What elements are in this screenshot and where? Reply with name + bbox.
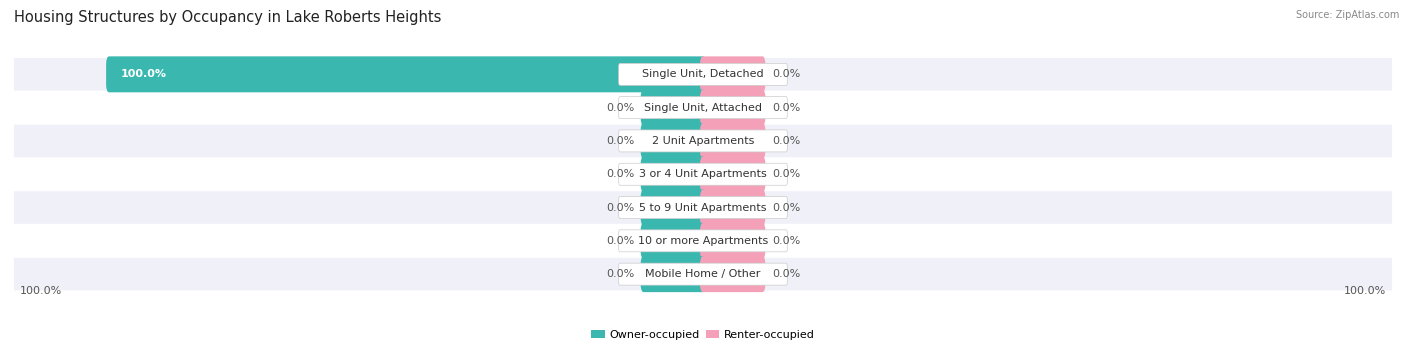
Text: 5 to 9 Unit Apartments: 5 to 9 Unit Apartments [640,202,766,212]
Text: 10 or more Apartments: 10 or more Apartments [638,236,768,246]
Text: 3 or 4 Unit Apartments: 3 or 4 Unit Apartments [640,169,766,179]
Text: 100.0%: 100.0% [121,69,167,79]
Text: 0.0%: 0.0% [606,236,634,246]
FancyBboxPatch shape [641,189,706,225]
FancyBboxPatch shape [641,223,706,259]
Text: Single Unit, Detached: Single Unit, Detached [643,69,763,79]
Text: 0.0%: 0.0% [772,169,800,179]
FancyBboxPatch shape [14,191,1392,224]
Text: 0.0%: 0.0% [606,269,634,279]
FancyBboxPatch shape [700,223,765,259]
FancyBboxPatch shape [641,156,706,192]
Text: 0.0%: 0.0% [606,169,634,179]
Text: 0.0%: 0.0% [772,103,800,113]
Text: 0.0%: 0.0% [606,202,634,212]
Text: 0.0%: 0.0% [606,136,634,146]
FancyBboxPatch shape [641,123,706,159]
FancyBboxPatch shape [619,230,787,252]
FancyBboxPatch shape [14,258,1392,290]
FancyBboxPatch shape [700,189,765,225]
FancyBboxPatch shape [14,91,1392,124]
Text: 0.0%: 0.0% [772,202,800,212]
FancyBboxPatch shape [619,130,787,152]
FancyBboxPatch shape [619,97,787,119]
Text: Source: ZipAtlas.com: Source: ZipAtlas.com [1295,10,1399,20]
FancyBboxPatch shape [619,263,787,285]
FancyBboxPatch shape [641,256,706,292]
FancyBboxPatch shape [700,90,765,126]
FancyBboxPatch shape [700,156,765,192]
Text: 0.0%: 0.0% [772,236,800,246]
FancyBboxPatch shape [105,56,706,92]
Text: 0.0%: 0.0% [606,103,634,113]
FancyBboxPatch shape [14,58,1392,91]
FancyBboxPatch shape [641,90,706,126]
Text: 100.0%: 100.0% [20,287,62,297]
Text: 0.0%: 0.0% [772,269,800,279]
FancyBboxPatch shape [700,256,765,292]
FancyBboxPatch shape [700,123,765,159]
Text: 100.0%: 100.0% [1344,287,1386,297]
FancyBboxPatch shape [14,158,1392,190]
Text: Mobile Home / Other: Mobile Home / Other [645,269,761,279]
Text: 2 Unit Apartments: 2 Unit Apartments [652,136,754,146]
FancyBboxPatch shape [619,163,787,185]
Text: 0.0%: 0.0% [772,136,800,146]
Text: Housing Structures by Occupancy in Lake Roberts Heights: Housing Structures by Occupancy in Lake … [14,10,441,25]
Text: 0.0%: 0.0% [772,69,800,79]
Text: Single Unit, Attached: Single Unit, Attached [644,103,762,113]
Legend: Owner-occupied, Renter-occupied: Owner-occupied, Renter-occupied [586,325,820,342]
FancyBboxPatch shape [619,63,787,86]
FancyBboxPatch shape [14,124,1392,157]
FancyBboxPatch shape [14,225,1392,257]
FancyBboxPatch shape [700,56,765,92]
FancyBboxPatch shape [619,197,787,219]
